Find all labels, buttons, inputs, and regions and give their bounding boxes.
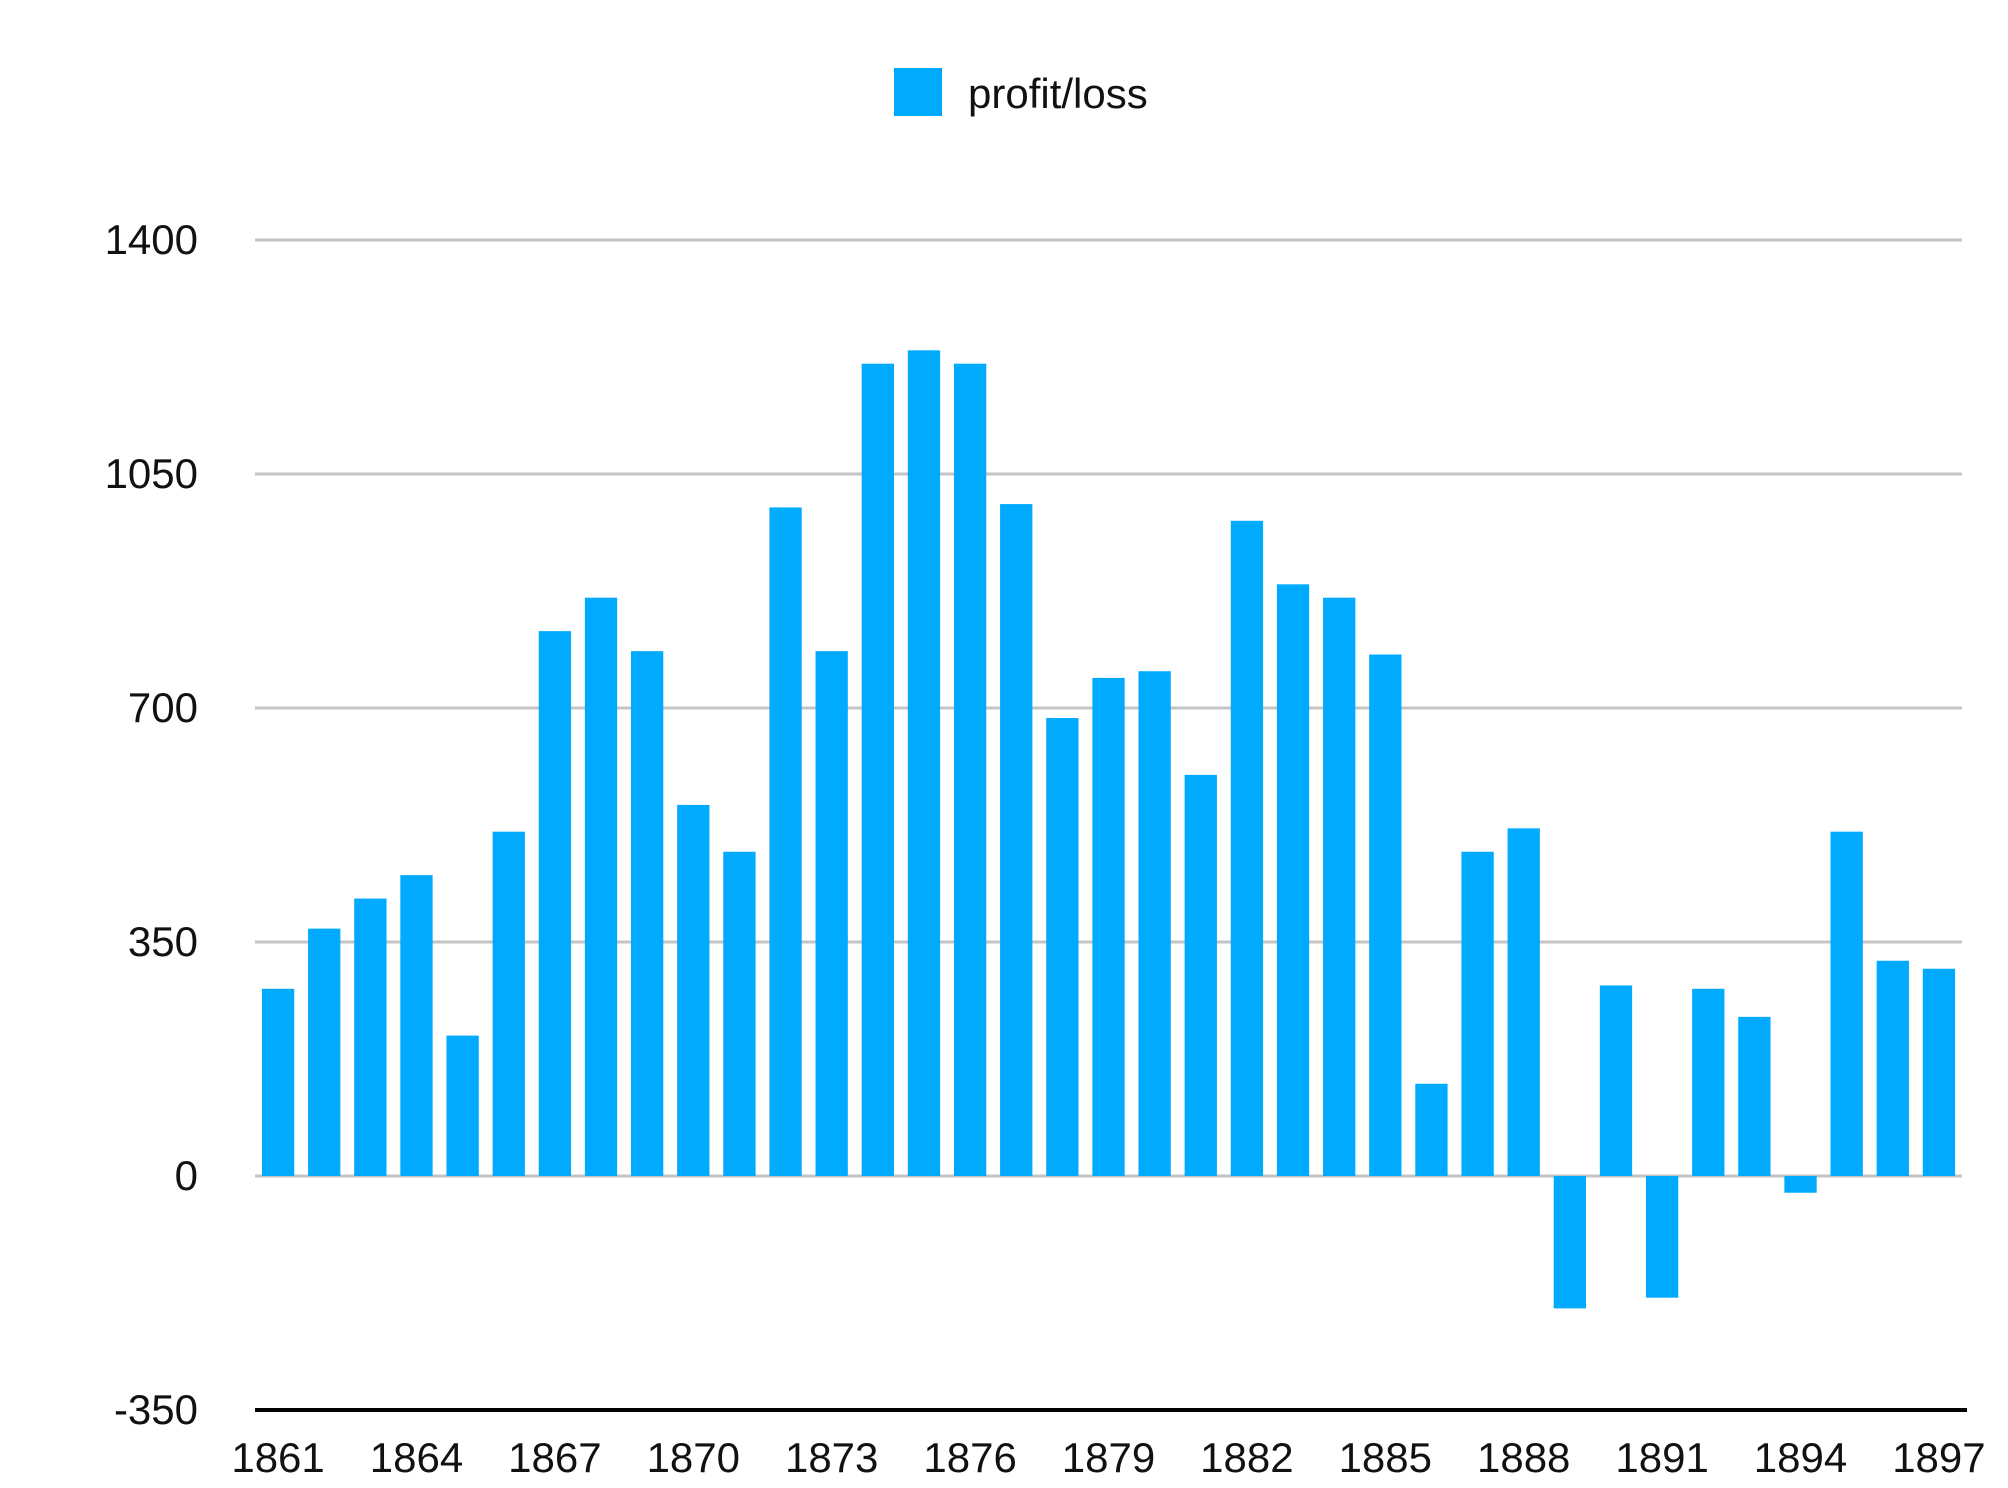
bar-1881	[1184, 774, 1217, 1176]
bar-1873	[815, 651, 848, 1176]
bar-1877	[1000, 504, 1033, 1177]
legend: profit/loss	[894, 68, 1148, 117]
x-tick-label: 1861	[231, 1434, 324, 1481]
bar-1863	[354, 898, 387, 1176]
bar-1882	[1230, 520, 1264, 1176]
bar-1895	[1830, 831, 1863, 1176]
bar-1888	[1507, 828, 1540, 1176]
bars	[261, 350, 1956, 1309]
x-tick-label: 1897	[1892, 1434, 1985, 1481]
bar-1871	[723, 851, 756, 1176]
bar-1872	[769, 507, 802, 1176]
bar-1874	[861, 363, 894, 1177]
x-tick-label: 1870	[647, 1434, 740, 1481]
bar-1868	[584, 597, 618, 1176]
x-tick-label: 1864	[370, 1434, 463, 1481]
bar-1879	[1092, 677, 1125, 1176]
y-tick-label: -350	[114, 1386, 198, 1433]
bar-1887	[1461, 851, 1494, 1176]
y-tick-label: 700	[128, 684, 198, 731]
x-tick-label: 1891	[1615, 1434, 1708, 1481]
bar-1883	[1276, 584, 1310, 1176]
bar-1893	[1738, 1016, 1771, 1176]
bar-1894	[1784, 1176, 1817, 1193]
bar-1889	[1553, 1176, 1586, 1309]
bar-1890	[1599, 985, 1633, 1176]
bar-1884	[1323, 597, 1356, 1176]
x-tick-label: 1879	[1062, 1434, 1155, 1481]
bar-1876	[953, 363, 987, 1177]
y-tick-label: 350	[128, 918, 198, 965]
x-tick-label: 1888	[1477, 1434, 1570, 1481]
bar-1896	[1876, 960, 1909, 1176]
bar-1880	[1138, 671, 1171, 1176]
y-tick-label: 0	[175, 1152, 198, 1199]
x-tick-label: 1873	[785, 1434, 878, 1481]
bar-1869	[631, 651, 664, 1176]
bar-1897	[1922, 968, 1956, 1176]
bar-1886	[1415, 1083, 1448, 1176]
bar-1867	[538, 631, 572, 1176]
bar-1885	[1369, 654, 1402, 1176]
y-tick-label: 1050	[105, 450, 198, 497]
x-tick-label: 1876	[923, 1434, 1016, 1481]
bar-1862	[308, 928, 341, 1176]
legend-swatch	[894, 68, 942, 116]
bar-1861	[261, 988, 295, 1176]
bar-1891	[1645, 1176, 1679, 1298]
x-tick-label: 1894	[1754, 1434, 1847, 1481]
x-tick-labels: 1861 1864 1867 1870 1873 1876 1879 1882 1885 1888…	[231, 1434, 1985, 1481]
legend-label: profit/loss	[968, 70, 1148, 117]
bar-1866	[492, 831, 525, 1176]
bar-1864	[400, 875, 433, 1176]
y-tick-labels: 1400 1050 700 350 0 -350	[105, 216, 198, 1433]
x-tick-label: 1885	[1339, 1434, 1432, 1481]
bar-1865	[446, 1035, 479, 1176]
y-tick-label: 1400	[105, 216, 198, 263]
bar-1878	[1046, 718, 1079, 1176]
bar-1892	[1692, 988, 1725, 1176]
x-tick-label: 1882	[1200, 1434, 1293, 1481]
bar-1875	[907, 350, 941, 1176]
bar-1870	[677, 804, 710, 1176]
x-tick-label: 1867	[508, 1434, 601, 1481]
